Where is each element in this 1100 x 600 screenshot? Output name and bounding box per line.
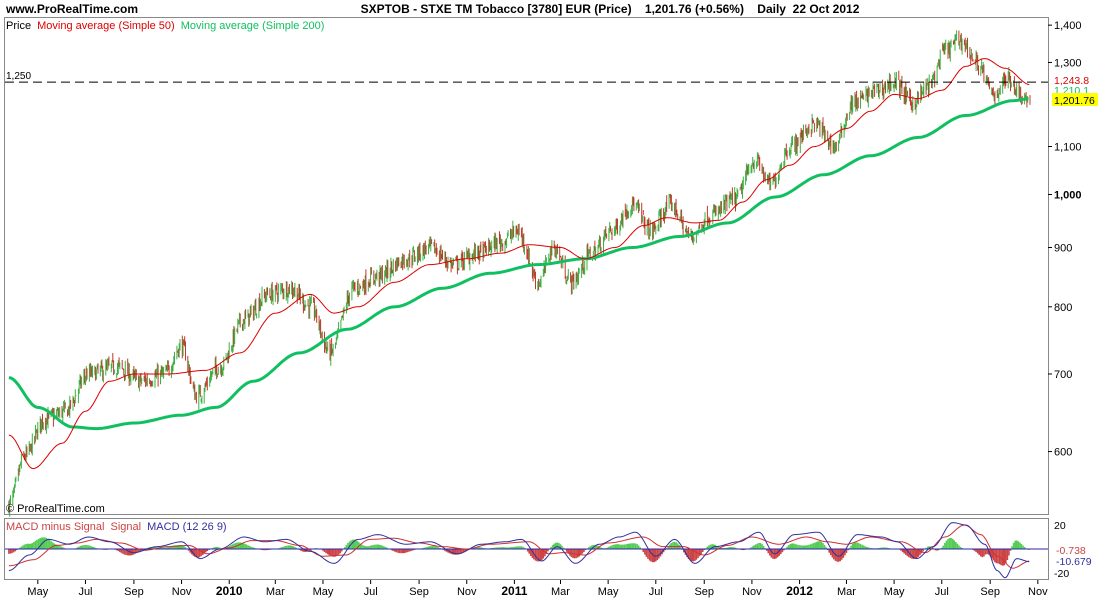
macd-legend: MACD minus Signal Signal MACD (12 26 9) — [6, 521, 227, 533]
x-axis-label: Sep — [980, 586, 1000, 598]
x-axis-label: May — [313, 586, 334, 598]
x-axis-label: Jul — [649, 586, 663, 598]
x-axis-label: 2012 — [786, 584, 813, 598]
legend-ma50: Moving average (Simple 50) — [37, 20, 175, 32]
x-axis-label: Nov — [457, 586, 477, 598]
price-axis-label: 600 — [1054, 447, 1072, 459]
chart-title: SXPTOB - STXE TM Tobacco [3780] EUR (Pri… — [361, 2, 860, 16]
signal-line — [8, 524, 1030, 569]
site-label: www.ProRealTime.com — [5, 2, 138, 16]
macd-axis-label: 20 — [1054, 520, 1066, 532]
x-axis-label: Sep — [409, 586, 429, 598]
macd-value-tag: -10.679 — [1056, 556, 1092, 568]
price-axis-label: 700 — [1054, 369, 1072, 381]
ma50-line — [8, 58, 1030, 470]
price-value-tag: 1,243.8 — [1054, 75, 1089, 87]
last-price-tag-bg — [1052, 93, 1098, 106]
level-line-label: 1,250 — [6, 71, 31, 82]
macd-axis-label: -20 — [1054, 568, 1069, 580]
x-axis-label: Nov — [172, 586, 192, 598]
x-axis-label: Mar — [551, 586, 570, 598]
x-axis-label: Mar — [266, 586, 285, 598]
x-axis-label: Nov — [1028, 586, 1048, 598]
legend-macd-hist: MACD minus Signal — [6, 521, 104, 533]
x-axis-label: Sep — [124, 586, 144, 598]
price-legend: Price Moving average (Simple 50) Moving … — [6, 20, 324, 32]
legend-macd: MACD (12 26 9) — [147, 521, 226, 533]
x-axis-label: Jul — [935, 586, 949, 598]
x-axis-label: Jul — [364, 586, 378, 598]
x-axis-label: 2011 — [501, 584, 527, 598]
watermark: © ProRealTime.com — [6, 503, 105, 515]
price-axis-label: 800 — [1054, 302, 1072, 314]
x-axis-label: Mar — [837, 586, 856, 598]
macd-line — [8, 522, 1030, 579]
price-axis-label: 1,000 — [1054, 189, 1082, 201]
macd-value-tag: -0.738 — [1056, 545, 1086, 557]
price-axis-label: 1,300 — [1054, 57, 1082, 69]
x-axis-label: May — [884, 586, 905, 598]
price-axis-label: 1,100 — [1054, 142, 1082, 154]
legend-price: Price — [6, 20, 31, 32]
ma200-line — [8, 97, 1029, 431]
legend-ma200: Moving average (Simple 200) — [181, 20, 325, 32]
x-axis-label: Nov — [742, 586, 762, 598]
price-axis-label: 900 — [1054, 243, 1072, 255]
price-axis-label: 1,400 — [1054, 20, 1082, 32]
x-axis-label: May — [27, 586, 48, 598]
x-axis-label: Sep — [694, 586, 714, 598]
x-axis-label: May — [598, 586, 619, 598]
legend-signal: Signal — [110, 521, 141, 533]
x-axis-label: 2010 — [216, 584, 243, 598]
x-axis-label: Jul — [78, 586, 92, 598]
price-value-tag: 1,201.76 — [1054, 95, 1095, 107]
